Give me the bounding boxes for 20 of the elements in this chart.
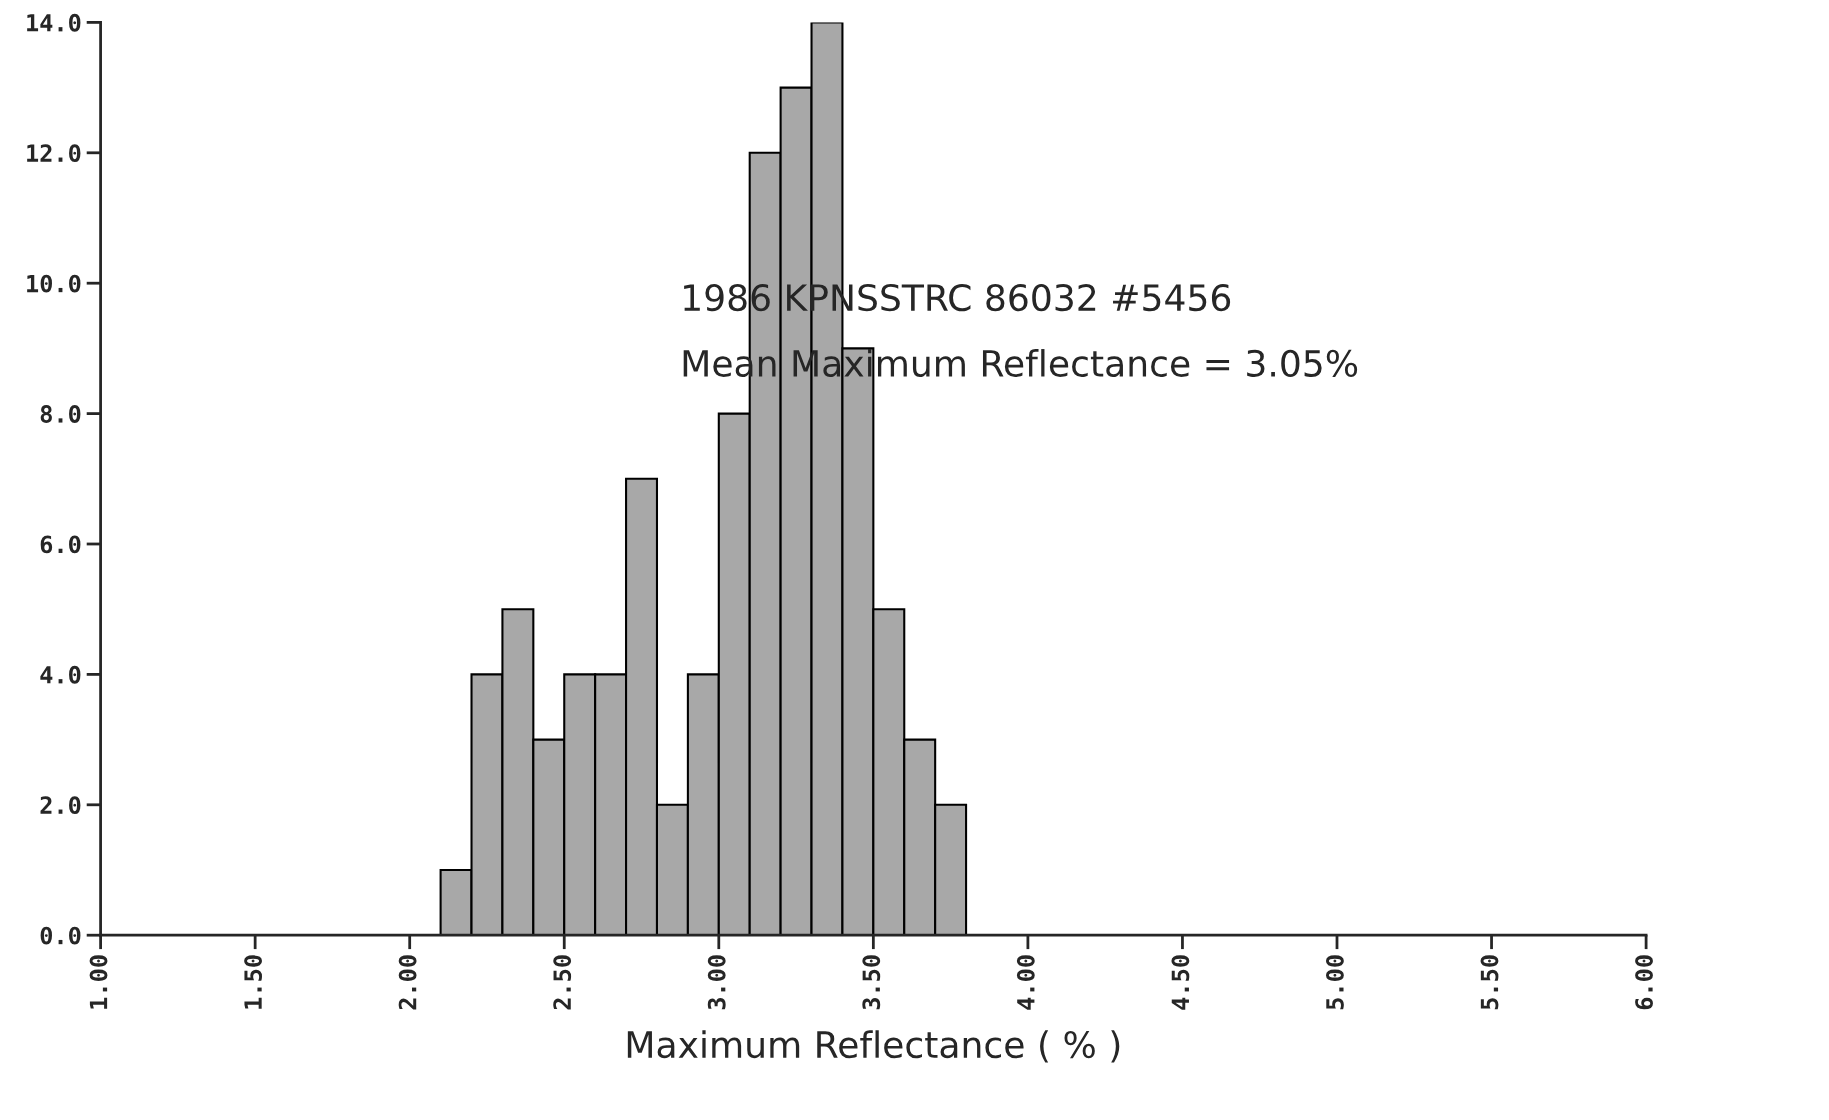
x-tick-label: 2.50 <box>553 955 572 1010</box>
y-tick-label: 0.0 <box>40 926 81 945</box>
y-tick-label: 12.0 <box>27 144 81 163</box>
y-tick-label: 6.0 <box>40 535 81 554</box>
x-tick-label: 3.50 <box>862 955 881 1010</box>
y-tick-label: 10.0 <box>27 274 81 293</box>
x-tick-label: 4.50 <box>1171 955 1190 1010</box>
x-axis-title: Maximum Reflectance ( % ) <box>627 1030 1120 1063</box>
y-tick-label: 2.0 <box>40 796 81 815</box>
x-tick-label: 4.00 <box>1016 955 1035 1010</box>
x-tick-label: 1.00 <box>89 955 108 1009</box>
y-tick-label: 8.0 <box>40 405 81 423</box>
x-tick-label: 2.00 <box>398 955 417 1010</box>
x-tick-label: 6.00 <box>1635 955 1653 1010</box>
x-tick-label: 5.50 <box>1480 955 1499 1010</box>
x-tick-label: 3.00 <box>707 955 726 1010</box>
x-tick-label: 5.00 <box>1325 955 1344 1010</box>
y-tick-label: 14.0 <box>27 13 81 32</box>
y-tick-label: 4.0 <box>40 665 81 684</box>
x-tick-label: 1.50 <box>244 955 262 1009</box>
